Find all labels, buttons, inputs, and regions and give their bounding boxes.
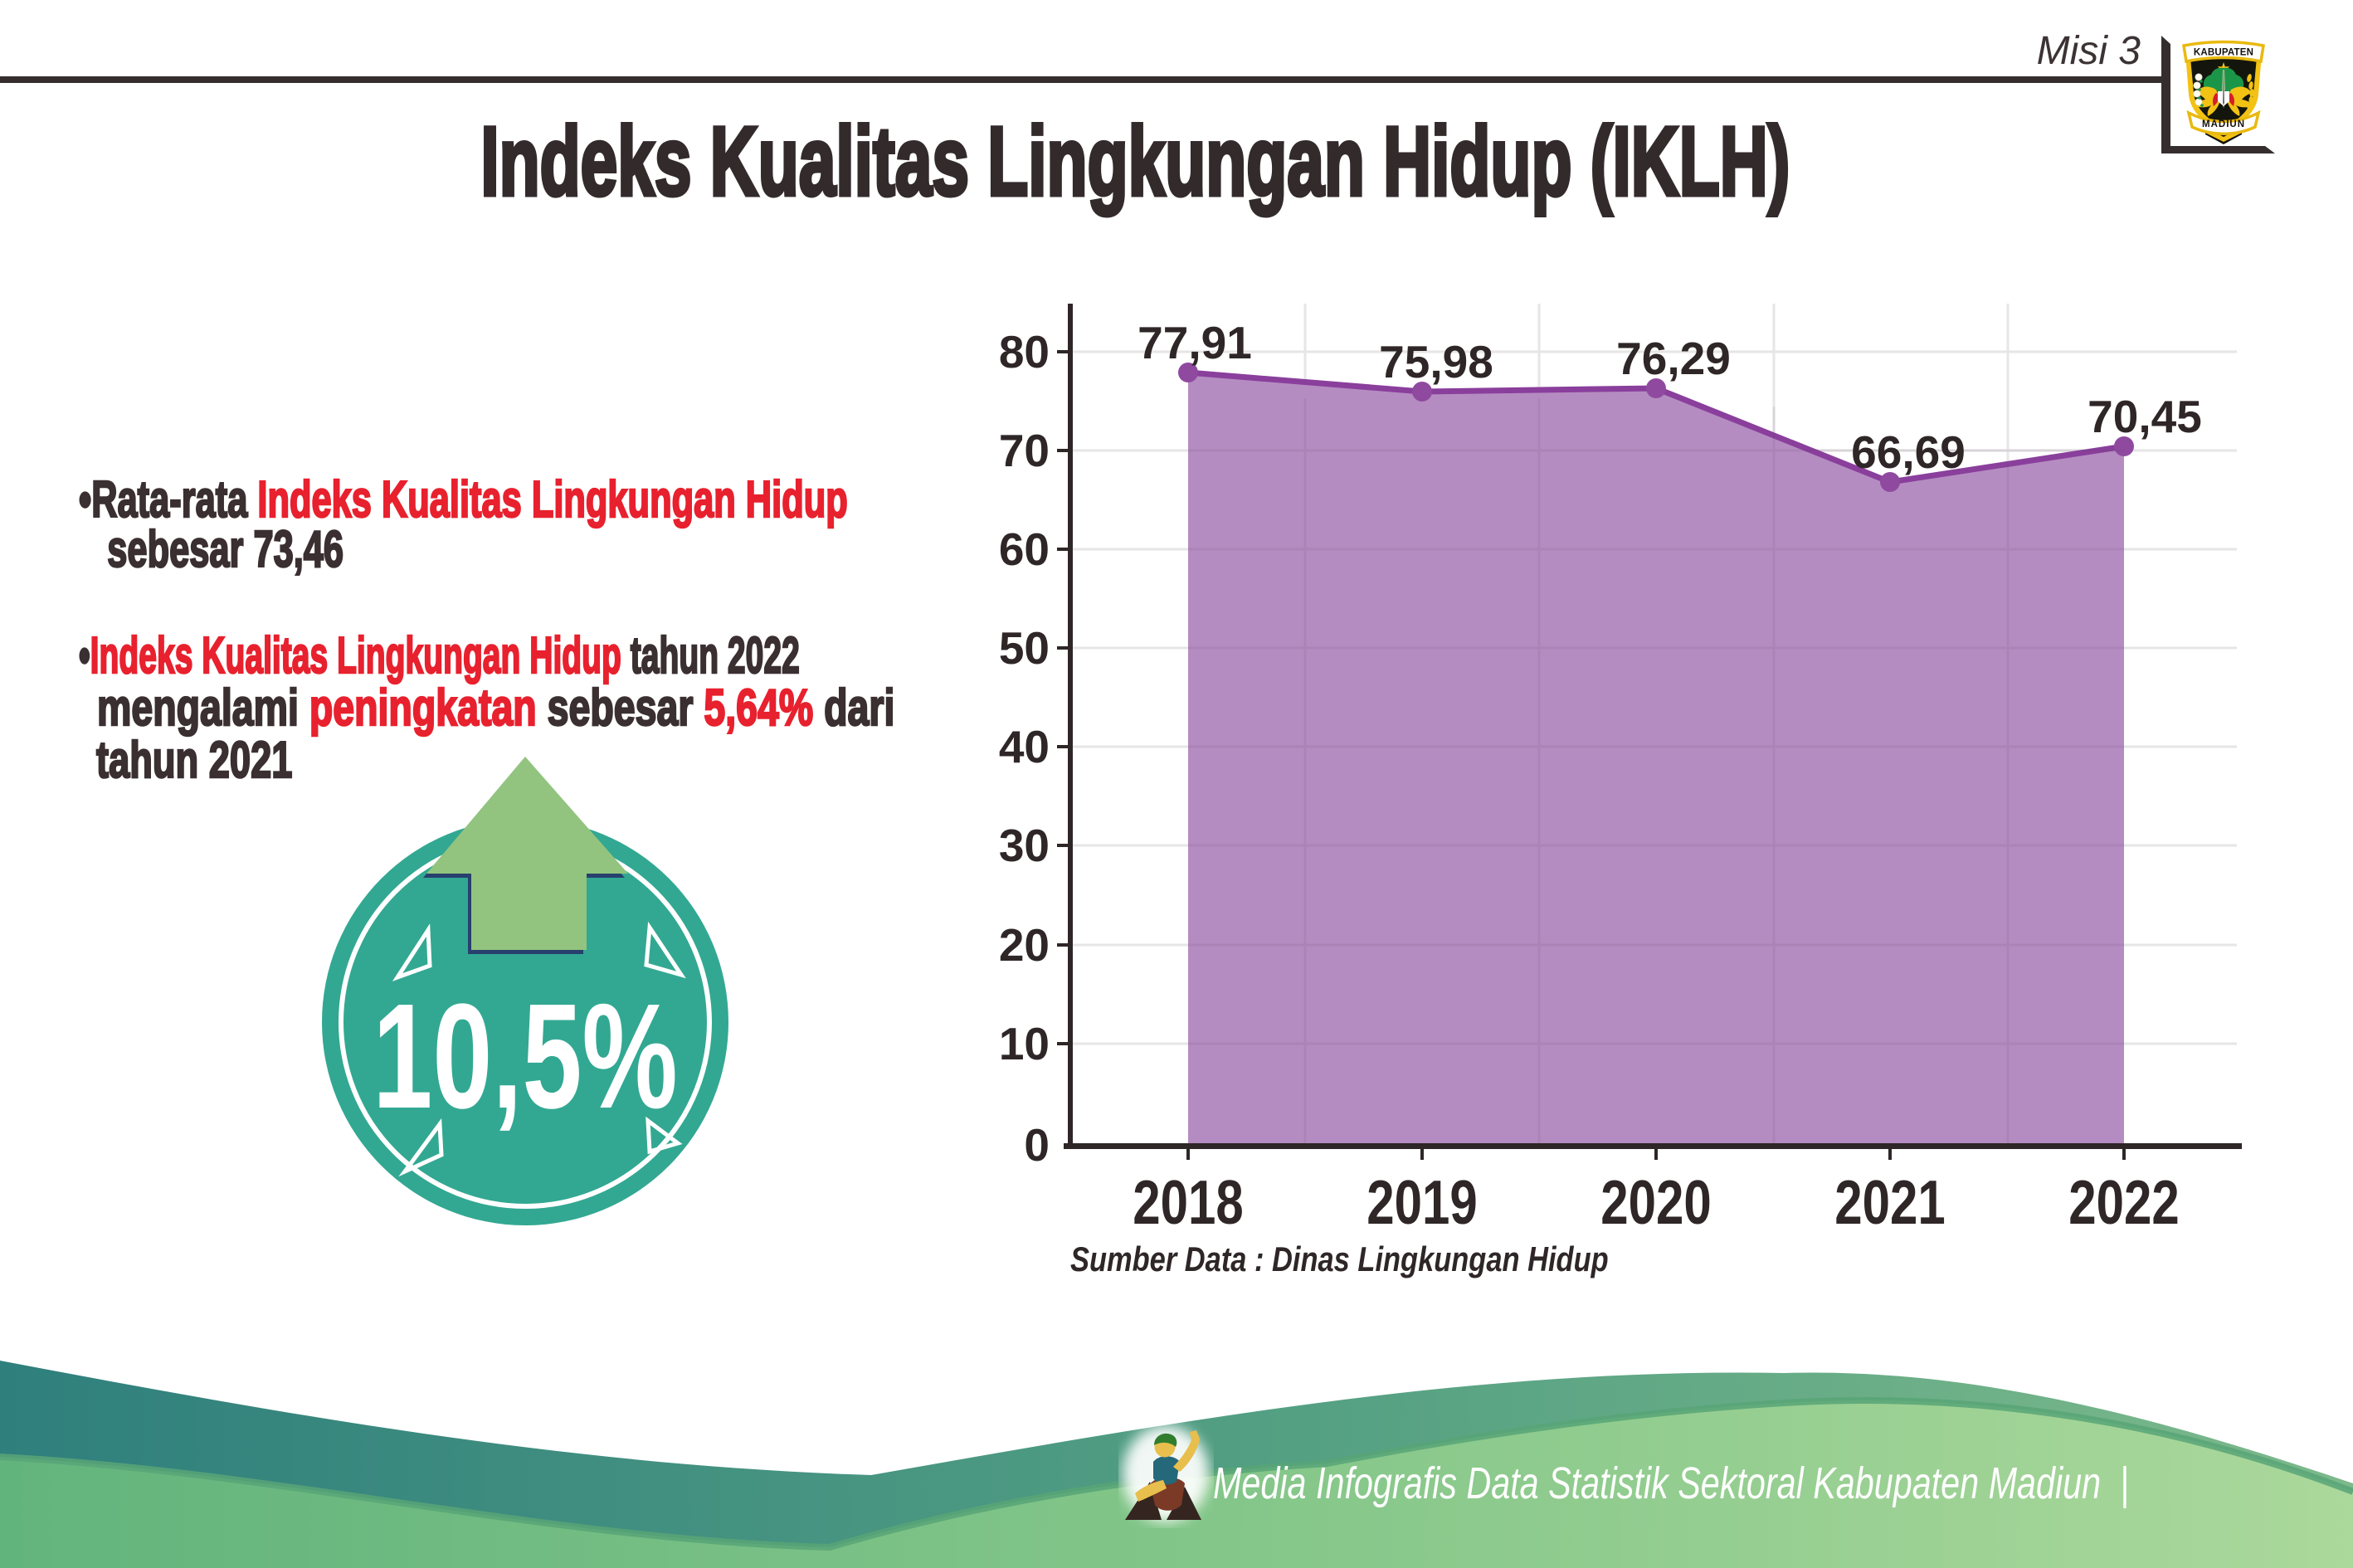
svg-text:KABUPATEN: KABUPATEN	[2194, 48, 2253, 58]
svg-text:MADIUN: MADIUN	[2202, 119, 2245, 129]
